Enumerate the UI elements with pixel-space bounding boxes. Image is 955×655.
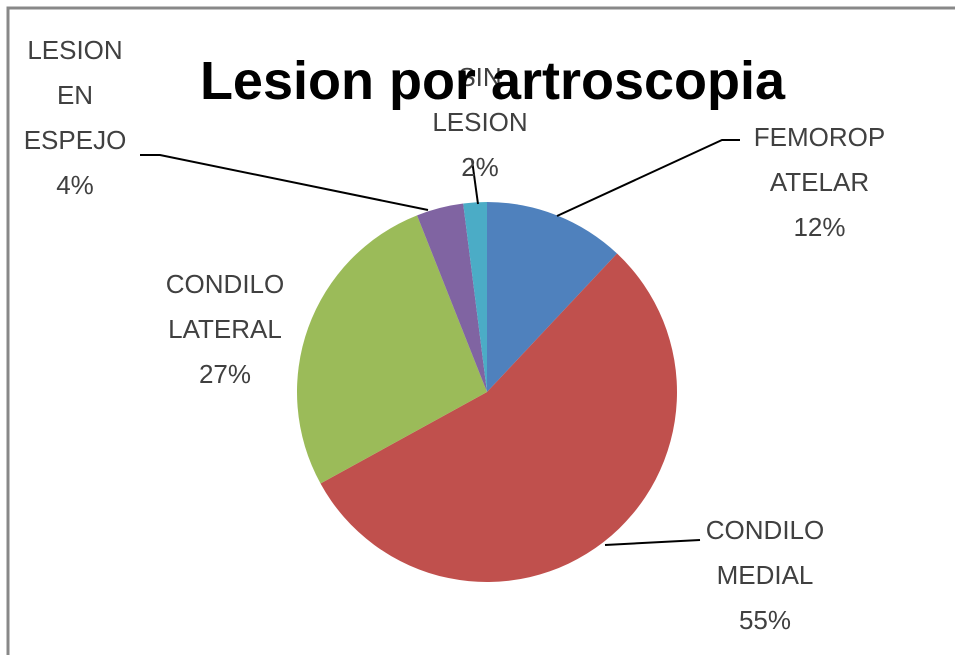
value-label: 2% xyxy=(461,152,499,182)
pie-slice xyxy=(417,203,487,392)
value-label: 12% xyxy=(793,212,846,242)
category-label: CONDILO LATERAL xyxy=(165,269,285,344)
category-label: FEMOROPATELAR xyxy=(753,122,886,197)
slice-label: LESION EN ESPEJO 4% xyxy=(20,28,130,208)
pie-slice xyxy=(320,253,677,582)
slice-label: FEMOROPATELAR 12% xyxy=(752,115,887,250)
category-label: CONDILO MEDIAL xyxy=(705,515,825,590)
leader-line xyxy=(140,154,429,211)
category-label: SIN LESION xyxy=(432,62,528,137)
pie-slice xyxy=(487,202,618,392)
value-label: 4% xyxy=(56,170,94,200)
chart-title: Lesion por artroscopia xyxy=(199,51,786,111)
slice-label: CONDILO MEDIAL 55% xyxy=(690,508,840,643)
slice-label: CONDILO LATERAL 27% xyxy=(150,262,300,397)
chart-border xyxy=(6,6,955,655)
slice-label: SIN LESION 2% xyxy=(425,55,535,190)
leader-line xyxy=(471,159,479,205)
leader-line xyxy=(604,539,701,546)
leader-line xyxy=(556,139,740,217)
value-label: 55% xyxy=(738,605,792,635)
pie-slice xyxy=(297,215,487,484)
pie-slice xyxy=(463,202,487,392)
category-label: LESION EN ESPEJO xyxy=(23,35,127,155)
value-label: 27% xyxy=(198,359,252,389)
